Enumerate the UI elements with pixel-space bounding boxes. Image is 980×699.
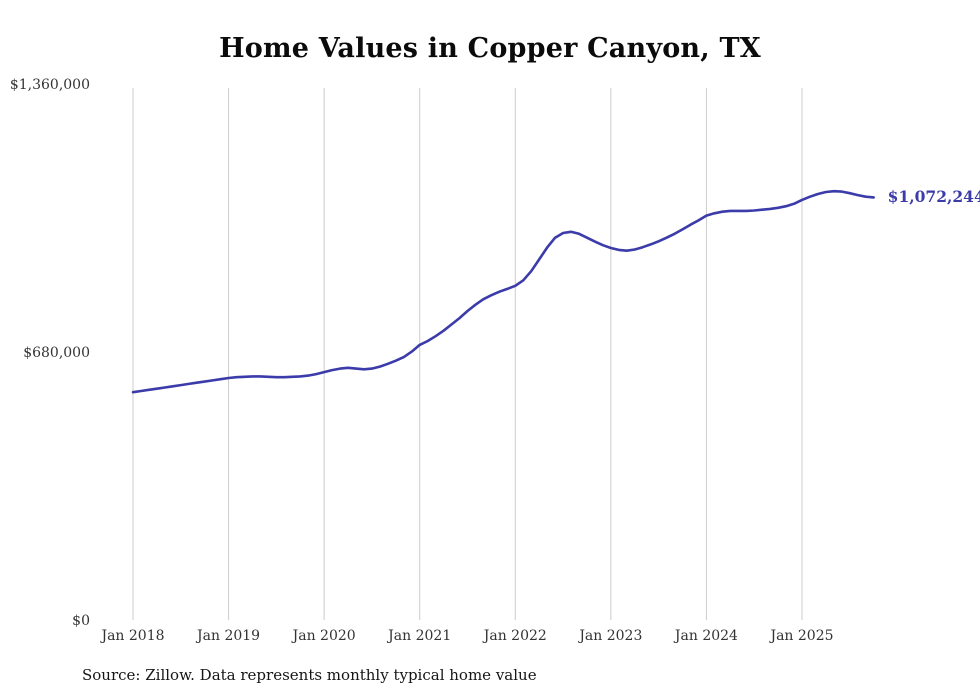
x-axis-tick-label: Jan 2024 (673, 628, 738, 644)
x-axis-tick-label: Jan 2022 (482, 628, 547, 644)
x-axis-tick-label: Jan 2025 (768, 628, 833, 644)
y-axis-tick-label: $1,360,000 (10, 77, 90, 93)
home-value-line-series (131, 189, 875, 394)
x-axis-tick-label: Jan 2021 (386, 628, 451, 644)
x-axis-tick-label: Jan 2020 (291, 628, 356, 644)
y-axis-tick-label: $680,000 (23, 345, 90, 361)
y-axis-tick-label: $0 (72, 613, 90, 629)
chart-title: Home Values in Copper Canyon, TX (219, 33, 761, 64)
source-note: Source: Zillow. Data represents monthly … (82, 666, 537, 684)
end-value-label: $1,072,244 (887, 187, 980, 207)
x-axis-tick-label: Jan 2018 (99, 628, 164, 644)
x-axis-tick-label: Jan 2019 (195, 628, 260, 644)
x-axis-tick-label: Jan 2023 (577, 628, 642, 644)
